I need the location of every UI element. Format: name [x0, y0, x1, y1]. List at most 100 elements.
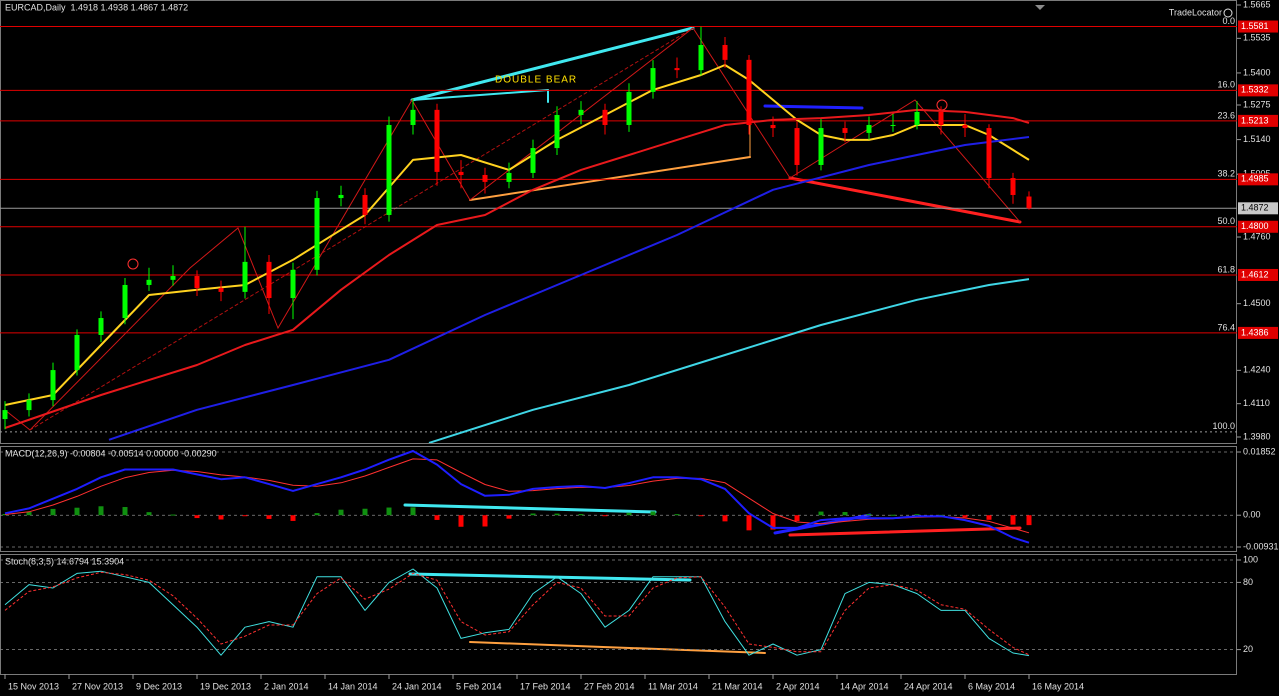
shift-marker	[1035, 5, 1045, 10]
level-label-box	[1238, 220, 1278, 233]
candle-body	[170, 275, 176, 280]
y-tick-label: 80	[1243, 577, 1253, 587]
histogram-bar	[122, 507, 128, 516]
histogram-bar	[578, 514, 584, 516]
histogram-bar	[266, 515, 272, 519]
histogram-bar	[26, 511, 32, 516]
histogram-bar	[362, 508, 368, 516]
level-label-box	[1238, 268, 1278, 281]
trendline	[469, 156, 751, 201]
histogram-bar	[914, 514, 920, 516]
candle-body	[314, 198, 320, 270]
trendline	[408, 572, 692, 582]
axes: 1.56651.55351.54001.52751.51401.50051.47…	[4, 0, 1279, 691]
candle-body	[818, 128, 824, 165]
x-tick-label: 24 Jan 2014	[392, 681, 442, 691]
y-tick-label: 100	[1243, 554, 1258, 564]
histogram-bar	[674, 514, 680, 516]
histogram-bar	[74, 507, 80, 516]
candle-body	[506, 172, 512, 182]
x-tick-label: 9 Dec 2013	[136, 681, 182, 691]
candle-body	[650, 68, 656, 92]
candle-body	[698, 44, 704, 71]
candle-body	[218, 288, 224, 292]
trendline	[410, 26, 695, 102]
level-label: 1.4386	[1241, 327, 1269, 337]
histogram-bar	[1026, 515, 1032, 526]
fib-label: 23.6	[1217, 110, 1235, 120]
candle-body	[602, 109, 608, 125]
histogram-bar	[554, 513, 560, 516]
candle-body	[962, 124, 968, 129]
level-label: 1.5213	[1241, 115, 1269, 125]
last-price-label: 1.4872	[1241, 203, 1269, 213]
stoch-main	[4, 568, 1030, 657]
candle-body	[98, 318, 104, 335]
stoch-signal	[4, 571, 1030, 656]
level-label: 1.5332	[1241, 85, 1269, 95]
x-tick-label: 14 Jan 2014	[328, 681, 378, 691]
stoch-panel-frame	[0, 554, 1237, 675]
moving-average	[108, 136, 1030, 441]
macd-panel-frame	[0, 446, 1237, 552]
candle-body	[770, 124, 776, 129]
y-tick-label: 1.4760	[1243, 231, 1271, 241]
x-tick-label: 2 Apr 2014	[776, 681, 820, 691]
y-tick-label: 1.4240	[1243, 365, 1271, 375]
histogram-bar	[530, 513, 536, 516]
level-label: 1.4985	[1241, 174, 1269, 184]
candle-body	[266, 261, 272, 299]
trendline	[469, 641, 766, 654]
candle-body	[434, 109, 440, 172]
histogram-bar	[794, 515, 800, 522]
histogram-bar	[1010, 515, 1016, 525]
x-tick-label: 21 Mar 2014	[712, 681, 763, 691]
histogram-bar	[962, 515, 968, 518]
histogram-bar	[218, 515, 224, 520]
x-tick-label: 27 Nov 2013	[72, 681, 123, 691]
y-tick-label: 0.00	[1243, 510, 1261, 520]
trendline	[411, 89, 549, 101]
candle-body	[842, 128, 848, 133]
histogram-bar	[698, 515, 704, 517]
candle-body	[146, 279, 152, 285]
fib-label: 61.8	[1217, 264, 1235, 274]
candle-body	[938, 111, 944, 125]
macd-line	[4, 450, 1030, 544]
candle-body	[410, 109, 416, 125]
candle-body	[986, 128, 992, 179]
candle-body	[74, 334, 80, 371]
histogram-bar	[242, 515, 248, 517]
candle-body	[578, 109, 584, 115]
trendline	[29, 27, 694, 431]
candle-body	[746, 59, 752, 125]
candle-body	[794, 128, 800, 165]
histogram-bar	[386, 507, 392, 516]
histogram-bar	[986, 515, 992, 520]
candle-body	[866, 124, 872, 133]
histogram-bar	[290, 515, 296, 521]
histogram-bar	[818, 511, 824, 516]
histogram-bar	[338, 509, 344, 516]
histogram-bar	[650, 511, 656, 516]
smiley	[127, 258, 139, 270]
histogram-bar	[866, 514, 872, 516]
histogram-bar	[626, 512, 632, 516]
y-tick-label: 1.5275	[1243, 99, 1271, 109]
histogram-bar	[602, 515, 608, 517]
x-tick-label: 24 Apr 2014	[904, 681, 953, 691]
level-label-box	[1238, 114, 1278, 127]
histogram-bar	[410, 507, 416, 516]
stoch-plot	[0, 559, 1237, 657]
histogram-bar	[170, 514, 176, 516]
x-tick-label: 14 Apr 2014	[840, 681, 889, 691]
histogram-bar	[98, 506, 104, 516]
x-tick-label: 19 Dec 2013	[200, 681, 251, 691]
level-label: 1.5581	[1241, 21, 1269, 31]
x-tick-label: 5 Feb 2014	[456, 681, 502, 691]
candle-body	[530, 148, 536, 173]
candle-body	[362, 194, 368, 215]
